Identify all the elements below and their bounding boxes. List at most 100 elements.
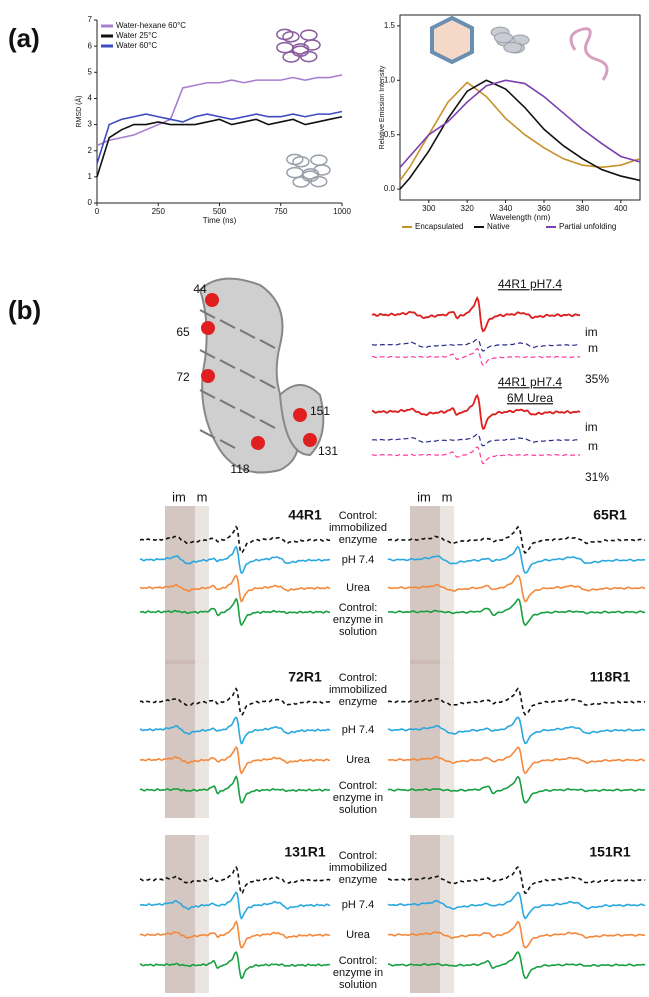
protein-icon [503, 42, 523, 54]
protein-icon [300, 29, 318, 41]
x-axis-label: Wavelength (nm) [490, 213, 551, 222]
residue-marker [303, 433, 317, 447]
protein-icon [301, 168, 320, 180]
m-band [440, 660, 454, 818]
epr-trace [387, 545, 646, 574]
epr-trace [387, 920, 646, 949]
protein-icon [286, 153, 304, 166]
epr-trace [139, 545, 331, 574]
helix-stripe [239, 409, 256, 419]
legend-label: Encapsulated [415, 222, 463, 231]
epr-trace [387, 866, 646, 894]
x-tick-label: 320 [461, 204, 475, 213]
panel-label: (b) [8, 295, 41, 325]
epr-trace [139, 775, 331, 804]
im-band [410, 835, 440, 993]
protein-icon [291, 43, 310, 55]
epr-trace [139, 597, 331, 627]
x-axis-label: Time (ns) [203, 216, 237, 225]
protein-icon [286, 166, 304, 179]
data-line [96, 110, 343, 165]
band-label: im [417, 489, 431, 504]
epr-trace [139, 920, 331, 949]
y-tick-label: 0 [88, 198, 93, 207]
epr-trace [387, 687, 646, 716]
trace-label: pH 7.4 [341, 899, 375, 911]
helix-stripe [199, 309, 216, 319]
residue-marker [251, 436, 265, 450]
trace-label: Control: immobilized enzyme [328, 850, 388, 886]
epr-trace [387, 525, 646, 554]
residue-marker [201, 369, 215, 383]
x-tick-label: 0 [95, 207, 100, 216]
helix-stripe [199, 389, 216, 399]
helix-stripe [239, 329, 256, 339]
epr-trace [387, 574, 646, 603]
epr-trace [372, 433, 580, 447]
epr-trace [371, 296, 581, 333]
y-tick-label: 5 [88, 67, 93, 76]
epr-trace [387, 716, 646, 745]
band-label: m [197, 489, 208, 504]
y-tick-label: 0.0 [384, 184, 396, 193]
data-line [399, 81, 641, 181]
m-band [195, 506, 209, 664]
epr-trace [371, 394, 581, 430]
helix-stripe [219, 319, 236, 329]
x-tick-label: 400 [614, 204, 628, 213]
legend-label: Water 25°C [116, 31, 157, 40]
epr-trace [387, 746, 646, 775]
component-label: m [588, 439, 598, 453]
epr-trace [139, 950, 331, 980]
residue-marker [293, 408, 307, 422]
data-line [399, 79, 641, 168]
trace-label: Control: enzyme in solution [332, 602, 384, 638]
residue-label: 72 [176, 370, 190, 384]
band-label: im [172, 489, 186, 504]
helix-stripe [199, 429, 216, 439]
helix-stripe [199, 349, 216, 359]
im-band [165, 835, 195, 993]
epr-trace [387, 891, 646, 920]
y-tick-label: 2 [88, 146, 93, 155]
protein-icon [276, 41, 294, 54]
y-axis-label: Relative Emission Intensity [379, 65, 386, 149]
y-tick-label: 1 [88, 172, 93, 181]
epr-trace [387, 775, 646, 804]
trace-label: pH 7.4 [341, 724, 375, 736]
panel-name: 65R1 [593, 507, 627, 523]
residue-marker [201, 321, 215, 335]
data-line [96, 74, 343, 147]
plot-frame [399, 14, 641, 201]
protein-icon [493, 32, 513, 44]
y-tick-label: 4 [88, 94, 93, 103]
unfolded-icon [569, 27, 609, 81]
m-band [195, 835, 209, 993]
helix-stripe [259, 419, 276, 429]
x-tick-label: 300 [422, 204, 436, 213]
data-line [96, 115, 343, 178]
epr-trace [371, 446, 581, 465]
x-tick-label: 500 [213, 207, 227, 216]
residue-label: 65 [176, 325, 190, 339]
x-tick-label: 380 [576, 204, 590, 213]
legend-label: Water 60°C [116, 41, 157, 50]
x-tick-label: 360 [537, 204, 551, 213]
x-tick-label: 750 [274, 207, 288, 216]
residue-marker [205, 293, 219, 307]
m-band [440, 506, 454, 664]
panel-label: (a) [8, 23, 40, 53]
panel-name: 151R1 [589, 844, 630, 860]
protein-icon [310, 154, 328, 166]
helix-stripe [219, 359, 236, 369]
inset-title: 44R1 pH7.4 [498, 277, 562, 291]
legend-label: Water-hexane 60°C [116, 21, 186, 30]
im-band [165, 660, 195, 818]
epr-trace [139, 716, 331, 745]
y-tick-label: 3 [88, 120, 93, 129]
x-tick-label: 340 [499, 204, 513, 213]
legend-label: Partial unfolding [559, 222, 616, 231]
x-tick-label: 250 [152, 207, 166, 216]
